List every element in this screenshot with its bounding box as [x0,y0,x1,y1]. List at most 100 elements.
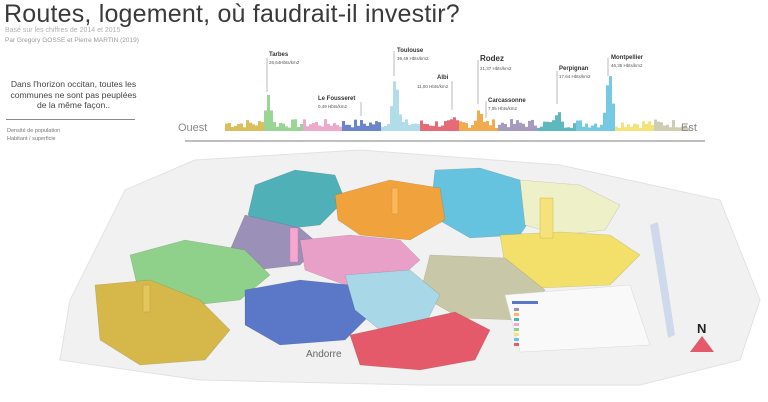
department-hautes-pyrenees [94,279,231,366]
skyline-bar [537,127,540,131]
skyline-bar [267,95,270,131]
skyline-bar [354,119,357,131]
city-name: Carcassonne [488,98,526,104]
skyline-bar [621,122,624,131]
skyline-bar [228,122,231,131]
skyline-bar [672,120,675,131]
skyline-bar [594,123,597,131]
city-name: Rodez [480,54,504,63]
city-value: 11,00 Hbts/km2 [417,84,449,89]
skyline-bar [396,89,399,131]
city-callout-albi: Albi 11,00 Hbts/km2 [417,75,453,110]
spike-tarbes [142,284,151,313]
skyline-bar [279,122,282,131]
skyline-bar [651,124,654,131]
skyline-bar [441,125,444,131]
skyline-bar [501,122,504,131]
skyline-bar [588,127,591,131]
department-ariege [244,279,376,346]
city-value: 0,49 Hbts/km2 [318,104,348,109]
skyline-bar [318,125,321,131]
city-value: 26,64Hbts/km2 [269,60,300,65]
skyline-bar [384,125,387,131]
skyline-bar [561,121,564,131]
skyline-bar [465,123,468,131]
skyline-bar [498,124,501,131]
skyline-bar [381,126,384,131]
spike-montpellier [539,197,554,239]
skyline-bar [255,125,258,131]
skyline-bar [597,127,600,131]
density-note-line2: Habitant / superficie [7,135,56,142]
skyline-bar [243,127,246,131]
skyline-bar [552,120,555,131]
city-callout-carcassonne: Carcassonne 7,05 Hbts/km2 [485,98,526,118]
skyline-bar [681,126,684,131]
skyline-bar [237,124,240,131]
city-value: 21,37 Hbts/km2 [480,66,512,71]
skyline-bar [477,110,480,131]
skyline-bar [390,106,393,131]
skyline-bar [549,122,552,131]
skyline-bar [558,112,561,131]
skyline-bar [678,127,681,131]
east-label: Est [681,122,697,134]
skyline-bar [669,127,672,131]
skyline-bar [438,126,441,131]
skyline-bar [468,127,471,131]
skyline-bar [288,127,291,131]
department-pyrenees-orientales [349,311,491,371]
skyline-bar [342,121,345,131]
skyline-bar [294,119,297,131]
skyline-bar [684,125,687,131]
skyline-bar [357,125,360,131]
skyline-bar [474,120,477,131]
city-name: Tarbes [269,52,289,58]
north-arrow-icon: N [690,321,714,352]
skyline-bar [591,125,594,131]
skyline-bar [642,121,645,131]
skyline-bar [471,125,474,131]
scale-bar [650,222,675,338]
skyline-bar [417,124,420,131]
skyline-bar [405,119,408,131]
skyline-bar [489,125,492,131]
city-callout-montpellier: Montpellier 46,35 Hbts/km2 [607,55,644,76]
north-label: N [697,321,706,336]
skyline-bar [462,122,465,131]
west-label: Ouest [178,122,207,134]
department-tarn [334,179,446,241]
map-legend [504,284,651,353]
skyline-bar [573,123,576,131]
skyline-bar [492,119,495,131]
skyline-bar [603,112,606,131]
skyline-bar [327,123,330,131]
skyline-bar [555,115,558,131]
skyline-bar [252,124,255,131]
skyline-bar [618,127,621,131]
skyline-bar [582,126,585,131]
skyline-bar [426,124,429,131]
skyline-bar [291,119,294,131]
skyline-bar [663,125,666,131]
city-value: 7,05 Hbts/km2 [488,106,518,111]
skyline-bar [429,125,432,131]
skyline-bar [339,126,342,131]
skyline-bar [528,120,531,131]
skyline-bar [432,125,435,131]
city-value: 39,49 Hbts/km2 [397,56,429,61]
page-subtitle: Basé sur les chiffres de 2014 et 2015 [5,27,121,34]
skyline-bar [402,122,405,131]
skyline-bar [234,125,237,131]
skyline-bar [363,123,366,131]
skyline-bar [687,127,690,131]
city-name: Toulouse [397,48,424,54]
skyline-bar [564,127,567,131]
skyline-bar [372,124,375,131]
skyline-bar [645,123,648,131]
skyline-bar [378,122,381,131]
skyline-bar [540,126,543,131]
skyline-bar [612,103,615,131]
density-spikes [142,187,554,313]
skyline-bar [609,76,612,131]
